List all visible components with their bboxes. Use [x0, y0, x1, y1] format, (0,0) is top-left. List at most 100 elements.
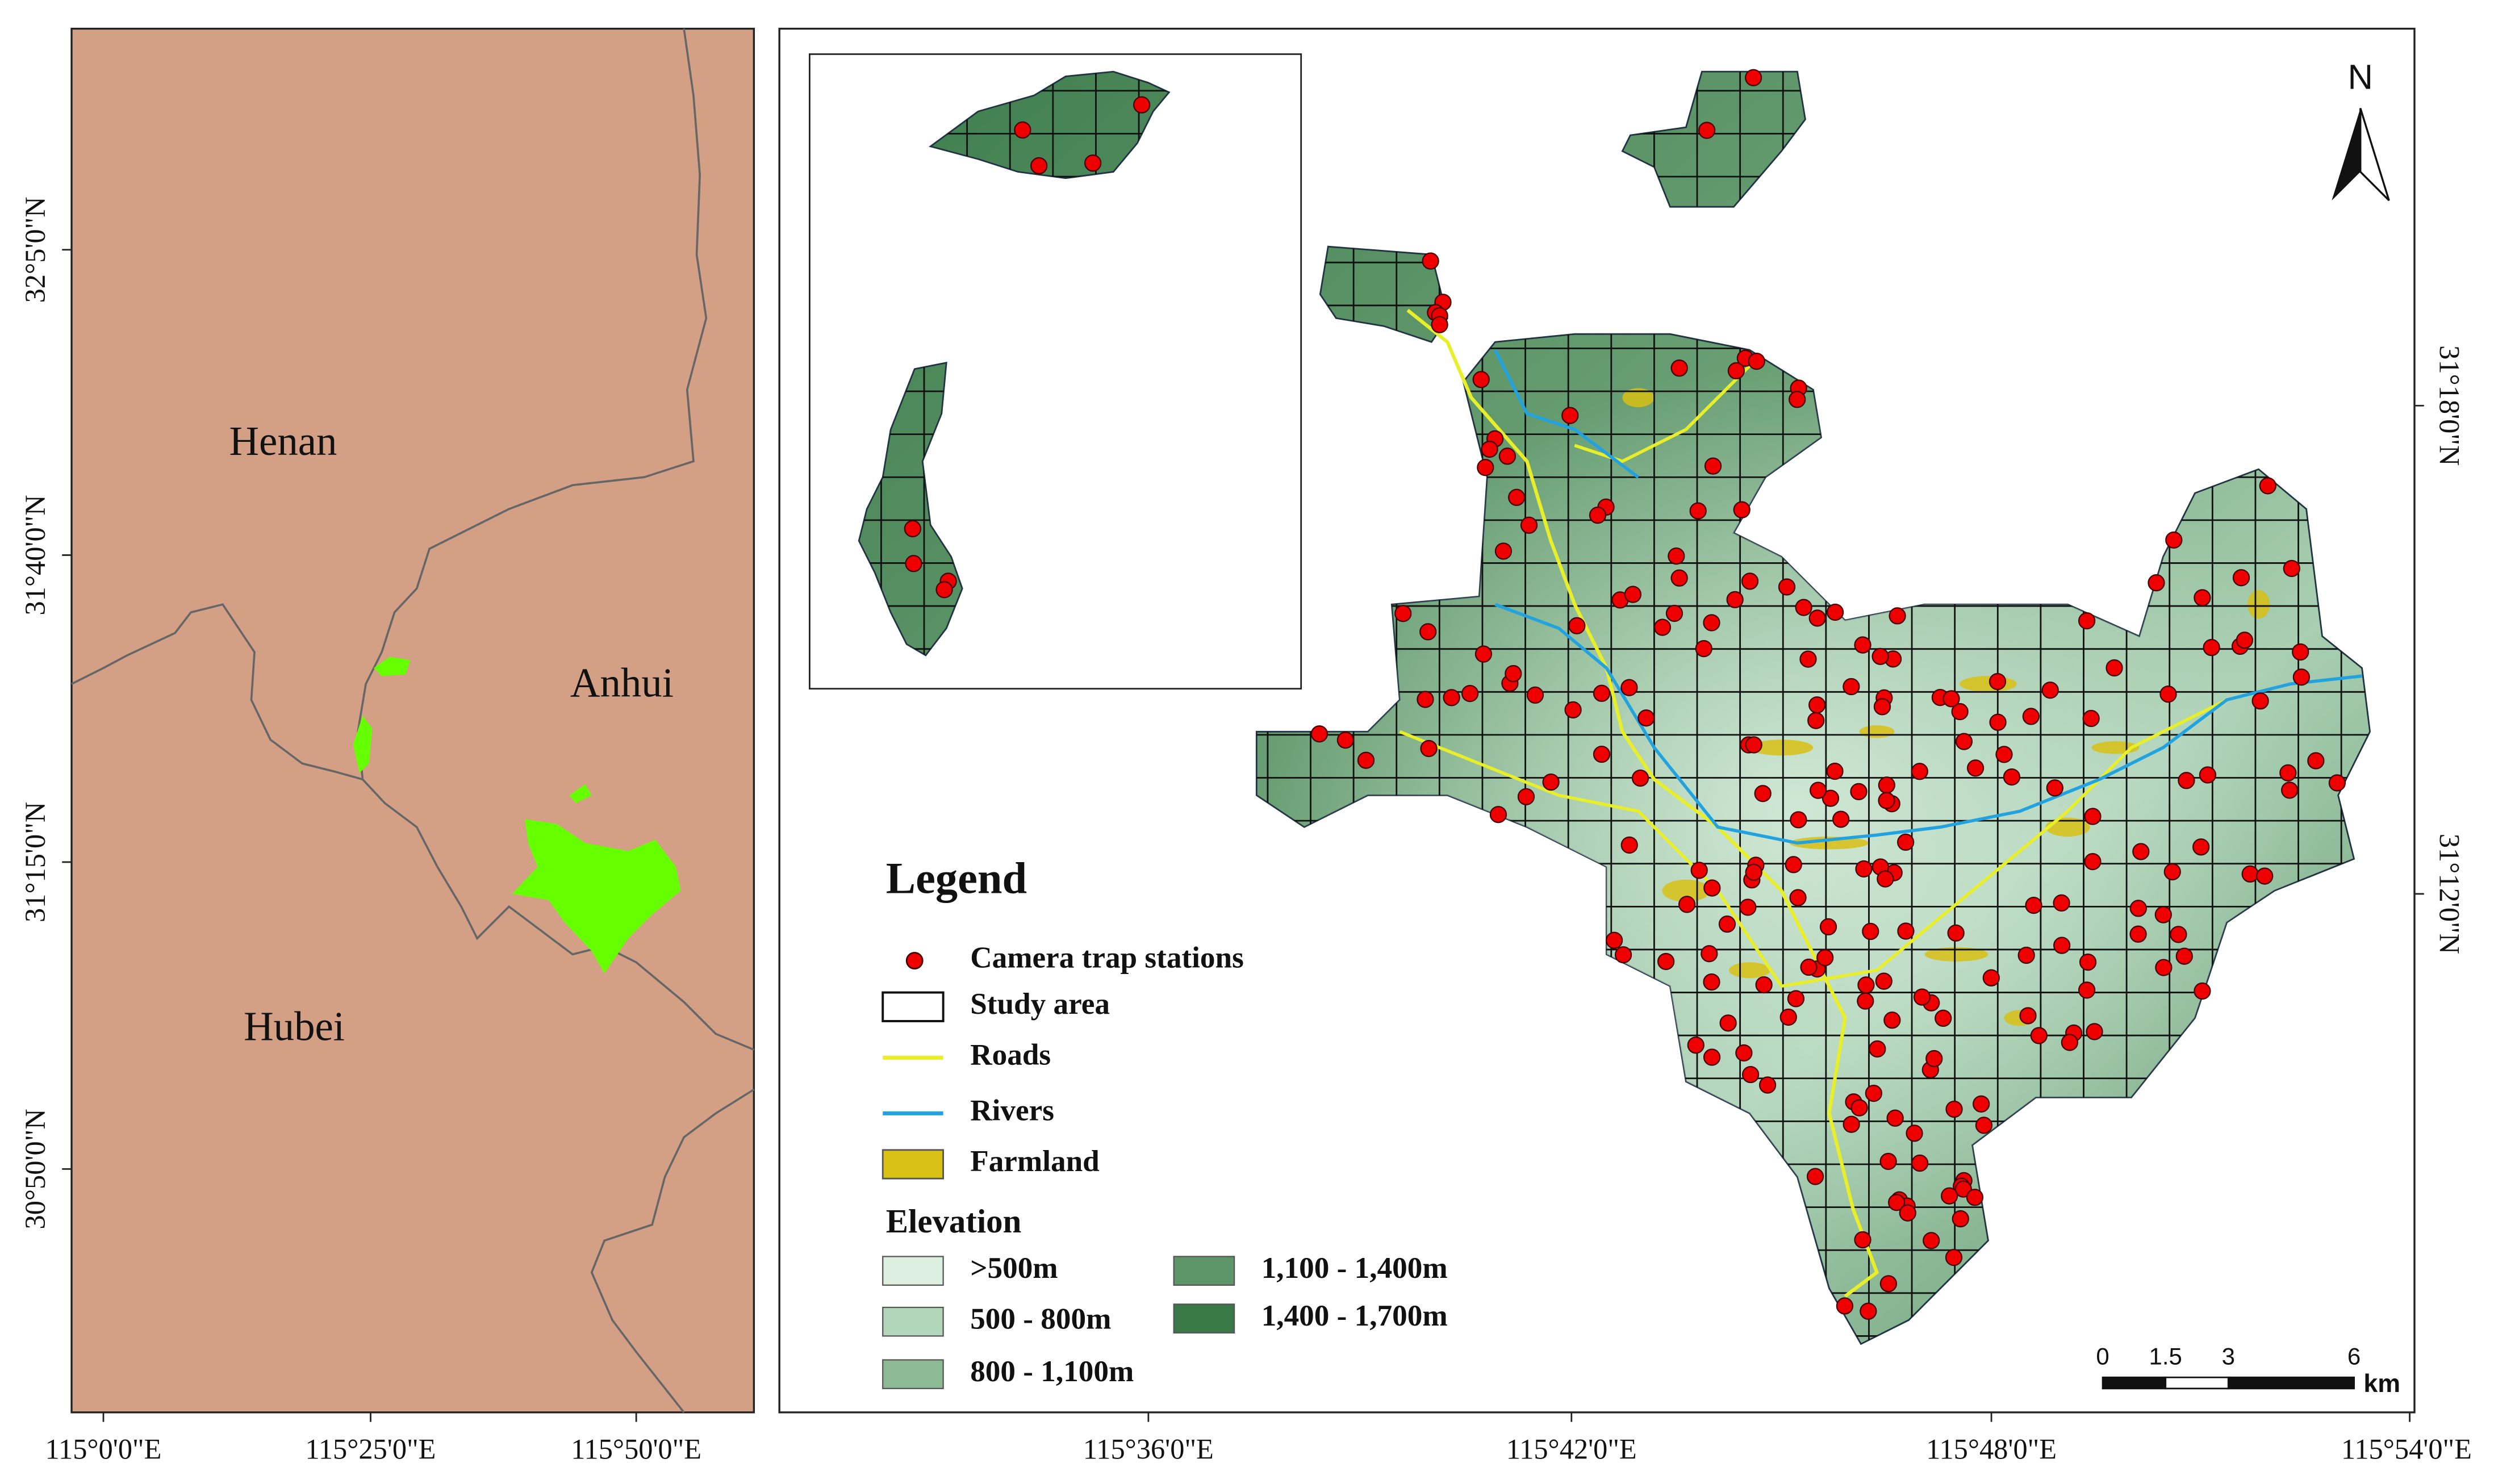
camera-station	[1947, 924, 1965, 942]
camera-station	[1477, 459, 1494, 476]
camera-station	[1941, 1187, 1958, 1205]
camera-station	[1420, 739, 1438, 758]
camera-station	[1726, 591, 1744, 608]
road	[1574, 365, 1751, 463]
camera-station	[1745, 863, 1762, 881]
camera-station	[1719, 1014, 1737, 1032]
camera-station	[1854, 636, 1871, 654]
camera-station	[2019, 1007, 2037, 1025]
camera-station	[1739, 898, 1757, 916]
camera-station	[1637, 709, 1655, 727]
camera-station	[1687, 1036, 1705, 1054]
camera-station	[1923, 1232, 1940, 1249]
camera-station	[1568, 617, 1586, 634]
camera-station	[905, 555, 922, 572]
farmland-patch	[1789, 837, 1869, 850]
camera-station	[1875, 972, 1893, 990]
camera-station	[1836, 1297, 1854, 1315]
camera-station	[1879, 1152, 1897, 1171]
camera-station	[1779, 1008, 1797, 1026]
lat-label: 31°18'0"N	[2433, 345, 2465, 466]
camera-station	[2017, 946, 2035, 964]
camera-station	[1419, 623, 1437, 641]
camera-station	[904, 520, 921, 538]
camera-station	[1899, 1204, 1916, 1222]
river	[1493, 349, 1640, 479]
camera-station	[1690, 862, 1708, 879]
camera-station	[1799, 650, 1817, 668]
camera-station	[1819, 918, 1837, 936]
camera-station	[1481, 440, 1498, 458]
camera-station	[1745, 736, 1762, 754]
camera-station	[1785, 856, 1802, 873]
camera-station	[1698, 122, 1716, 139]
camera-station	[2251, 692, 2269, 710]
camera-station	[2163, 863, 2181, 881]
camera-station	[1727, 362, 1745, 380]
legend-title: Legend	[886, 853, 1027, 902]
camera-station	[1988, 672, 2007, 691]
camera-station	[1517, 788, 1535, 805]
camera-station	[1806, 1168, 1824, 1185]
camera-station	[1474, 645, 1493, 663]
camera-station	[2084, 852, 2102, 871]
lat-label: 31°15'0"N	[19, 802, 51, 922]
camera-station	[1850, 783, 1868, 800]
camera-station	[1494, 542, 1513, 560]
scale-segment	[2165, 1376, 2229, 1390]
camera-station	[2053, 894, 2070, 912]
camera-station	[1906, 1125, 1923, 1142]
lon-label: 115°48'0"E	[1926, 1433, 2057, 1465]
legend-label: 1,400 - 1,700m	[1261, 1299, 1448, 1332]
scale-label: 6	[2347, 1343, 2361, 1370]
province-label: Hubei	[244, 1003, 345, 1049]
camera-station	[1826, 762, 1844, 780]
camera-station	[2154, 906, 2172, 923]
camera-station	[2175, 947, 2193, 965]
camera-station	[1670, 569, 1688, 587]
camera-station	[2192, 838, 2210, 856]
farmland-patch	[2247, 590, 2270, 619]
camera-station	[2086, 1023, 2103, 1040]
camera-station	[1989, 713, 2007, 731]
camera-station	[1843, 1115, 1860, 1133]
camera-station	[2199, 766, 2217, 784]
camera-station	[1689, 502, 1707, 520]
camera-station	[1084, 154, 1102, 172]
lon-label: 115°54'0"E	[2341, 1433, 2472, 1465]
road	[1406, 308, 1879, 1298]
camera-station	[1520, 516, 1538, 534]
camera-station	[1745, 69, 1762, 86]
legend-label: 800 - 1,100m	[970, 1355, 1134, 1388]
camera-station	[1807, 712, 1825, 729]
camera-station	[2194, 589, 2211, 607]
camera-station	[2170, 926, 2187, 943]
camera-station	[1310, 725, 1329, 743]
camera-station	[1741, 1065, 1760, 1084]
camera-station	[1832, 810, 1850, 828]
farmland-patch	[1729, 962, 1770, 979]
camera-station	[2129, 925, 2147, 943]
camera-station	[1860, 1302, 1877, 1320]
legend-swatch	[882, 1359, 944, 1389]
camera-station	[2082, 709, 2100, 728]
camera-station	[1883, 1011, 1901, 1029]
camera-station	[1897, 833, 1915, 851]
camera-station	[2132, 843, 2150, 860]
camera-station	[2232, 569, 2250, 587]
camera-station	[1809, 781, 1827, 799]
scale-unit: km	[2363, 1369, 2400, 1398]
camera-station	[1795, 599, 1812, 616]
camera-station	[1718, 916, 1736, 933]
camera-station	[1871, 647, 1889, 665]
scale-segment	[2227, 1376, 2355, 1390]
camera-station	[1394, 605, 1412, 622]
camera-station	[2194, 982, 2211, 1000]
camera-station	[2053, 937, 2071, 954]
camera-station	[2281, 781, 2299, 799]
legend-symbol	[882, 1149, 945, 1180]
camera-station	[1701, 945, 1718, 963]
camera-station	[2079, 953, 2097, 971]
